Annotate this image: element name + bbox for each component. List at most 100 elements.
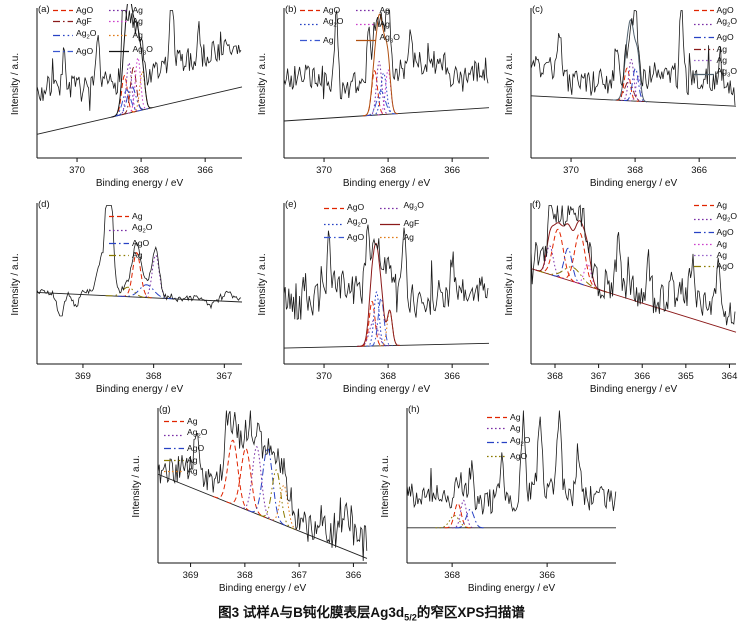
panel-label-b: (b)	[285, 4, 297, 15]
legend-label: Ag	[187, 416, 198, 426]
legend-label: Ag	[379, 18, 390, 29]
fit-peak	[377, 69, 399, 116]
fit-peak	[368, 60, 390, 116]
legend-item: Ag2O	[324, 216, 367, 232]
legend-label: AgO	[716, 261, 734, 272]
legend-item: AgF	[53, 16, 96, 27]
legend-item: Ag	[356, 5, 399, 16]
legend-label: Ag	[323, 34, 334, 45]
raw-spectrum	[36, 10, 242, 111]
fit-envelope	[612, 19, 648, 103]
legend-label: Ag	[132, 5, 143, 15]
legend-item: AgO	[109, 238, 152, 249]
legend-line-icon	[487, 428, 507, 430]
raw-spectrum	[283, 10, 489, 100]
x-tick-label: 370	[69, 165, 85, 176]
fit-peak	[444, 502, 471, 529]
legend-line-icon	[324, 237, 344, 239]
plot-c: 370 368 366 Binding energy / eV Intensity / …	[504, 8, 737, 189]
legend-label: Ag3O	[132, 43, 153, 57]
legend-item: Ag	[109, 16, 152, 27]
fit-peak	[118, 284, 175, 300]
fit-peak	[629, 75, 647, 103]
raw-spectrum	[36, 205, 242, 317]
legend-line-icon	[300, 39, 320, 41]
legend-label: Ag	[510, 412, 521, 422]
legend-line-icon	[53, 21, 73, 23]
legend-label: AgO	[716, 227, 734, 238]
panel-b: (b) 370 368 366 Binding energy / eV Intensity…	[254, 4, 493, 192]
fit-baseline	[283, 342, 490, 349]
legend-item: Ag	[693, 250, 737, 261]
fit-peak	[127, 57, 149, 114]
legend-e: AgO Ag3O Ag2O AgF AgO Ag	[324, 200, 424, 243]
legend-label: Ag	[716, 200, 728, 210]
x-axis-title: Binding energy / eV	[96, 178, 184, 189]
fit-envelope	[357, 242, 400, 347]
legend-item: AgO	[693, 261, 737, 272]
legend-item: Ag	[693, 238, 737, 250]
legend-d: Ag Ag2O AgO Ag	[109, 211, 152, 261]
fit-baseline	[36, 292, 243, 303]
legend-line-icon	[693, 23, 714, 25]
legend-label: Ag3O	[403, 200, 424, 213]
fit-envelope	[535, 220, 608, 293]
legend-label: AgO	[132, 238, 150, 249]
fit-peak	[379, 310, 400, 347]
legend-line-icon	[380, 223, 401, 225]
x-tick-label: 366	[444, 165, 460, 176]
legend-label: AgF	[76, 16, 92, 27]
panel-label-d: (d)	[38, 199, 50, 210]
legend-line-icon	[693, 205, 714, 207]
fit-peak	[537, 266, 608, 293]
legend-h: Ag Ag Ag2O AgO	[487, 412, 530, 462]
legend-line-icon	[53, 10, 73, 12]
legend-line-icon	[487, 455, 507, 457]
fit-peak	[615, 67, 639, 102]
legend-line-icon	[380, 207, 401, 209]
legend-label: Ag2O	[76, 27, 97, 41]
legend-line-icon	[109, 254, 129, 256]
legend-item: Ag	[693, 200, 737, 211]
legend-item: Ag	[164, 416, 207, 427]
legend-item: Ag3O	[109, 43, 153, 60]
legend-label: Ag3O	[716, 66, 737, 79]
legend-label: AgO	[347, 232, 365, 243]
legend-line-icon	[693, 37, 714, 39]
legend-label: Ag	[510, 423, 521, 434]
x-tick-label: 366	[539, 570, 555, 581]
legend-label: AgO	[76, 5, 94, 15]
x-axis-title: Binding energy / eV	[96, 384, 184, 395]
legend-label: AgO	[716, 5, 734, 15]
fit-baseline	[530, 268, 737, 333]
panel-label-g: (g)	[159, 404, 171, 415]
y-axis-title: Intensity / a.u.	[380, 455, 391, 517]
panel-e: (e) 370 368 366 Binding energy / eV Intensity…	[254, 199, 493, 398]
legend-item: Ag3O	[356, 32, 400, 48]
legend-label: Ag2O	[323, 16, 344, 30]
fit-peak	[105, 286, 151, 299]
x-tick-label: 370	[563, 165, 579, 176]
raw-spectrum	[530, 10, 736, 106]
raw-spectrum	[157, 410, 368, 562]
legend-label: AgO	[716, 32, 734, 43]
fit-peak	[623, 68, 647, 103]
legend-item: Ag2O	[53, 28, 96, 44]
x-tick-label: 370	[316, 371, 332, 382]
legend-label: AgO	[323, 5, 341, 15]
legend-label: Ag	[716, 43, 728, 54]
panel-label-f: (f)	[532, 199, 541, 210]
legend-label: Ag2O	[347, 216, 368, 229]
fit-peak	[552, 247, 584, 286]
legend-item: Ag2O	[693, 211, 737, 227]
panel-a: (a) 370 368 366 Binding energy / eV Intensity…	[7, 4, 246, 192]
plot-d: 369 368 367 Binding energy / eV Intensity / …	[10, 203, 243, 395]
x-tick-label: 367	[591, 371, 607, 382]
fit-peak	[258, 469, 294, 530]
legend-line-icon	[164, 448, 184, 450]
legend-label: Ag	[716, 238, 728, 249]
legend-c: AgO Ag2O AgO Ag Ag Ag3O	[693, 5, 737, 82]
fit-peak	[141, 254, 170, 300]
fit-peak	[357, 320, 391, 347]
legend-line-icon	[324, 223, 344, 225]
